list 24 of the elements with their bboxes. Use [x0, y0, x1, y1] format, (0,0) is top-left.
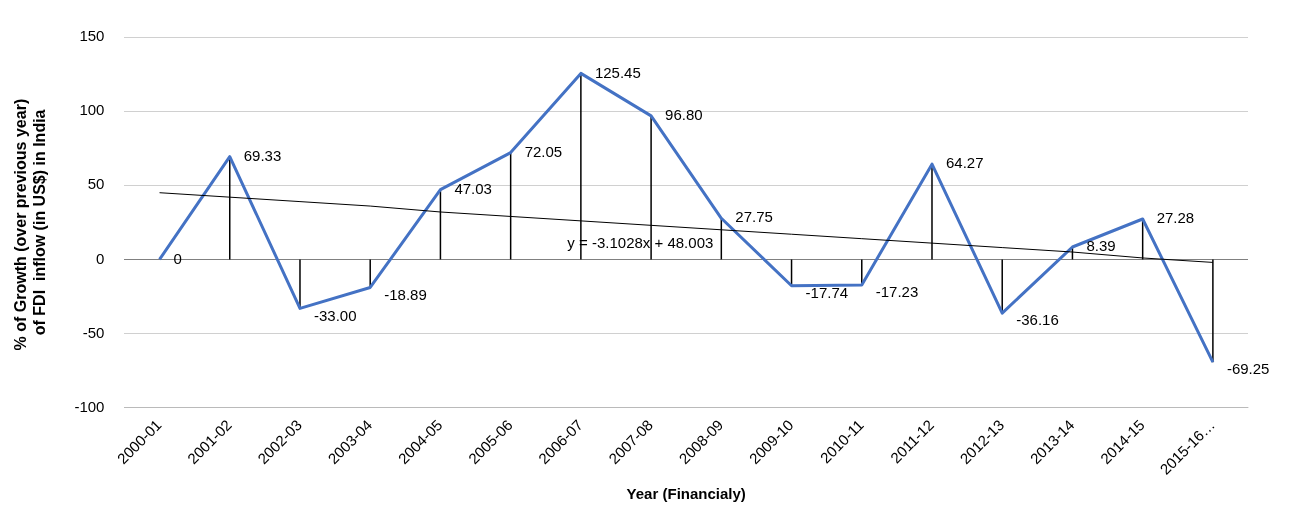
data-label: 27.28	[1156, 209, 1195, 227]
y-tick-label: 0	[96, 249, 105, 267]
data-label: -69.25	[1226, 360, 1270, 378]
data-label: -36.16	[1016, 311, 1059, 329]
data-label: 64.27	[945, 154, 984, 172]
data-label: 47.03	[454, 179, 492, 197]
y-tick-label: 50	[87, 175, 105, 193]
data-label: 125.45	[594, 63, 641, 81]
data-label: 0	[173, 249, 182, 267]
data-label: -33.00	[313, 306, 357, 324]
data-label: 8.39	[1086, 237, 1116, 255]
y-tick-label: -50	[82, 323, 105, 341]
data-label: 72.05	[524, 142, 563, 160]
y-tick-label: 100	[79, 101, 105, 119]
data-label: 69.33	[243, 146, 282, 164]
data-label: -17.23	[875, 283, 919, 301]
data-label: 27.75	[735, 208, 773, 226]
x-axis-title: Year (Financialy)	[626, 485, 746, 503]
y-tick-label: -100	[74, 397, 105, 415]
data-label: -17.74	[805, 283, 849, 301]
data-label: -18.89	[384, 285, 427, 303]
data-label: 96.80	[665, 106, 703, 124]
y-axis-title: % of Growth (over previous year) of FDI inflow (in US$) in India	[12, 94, 49, 351]
y-tick-label: 150	[79, 27, 105, 45]
